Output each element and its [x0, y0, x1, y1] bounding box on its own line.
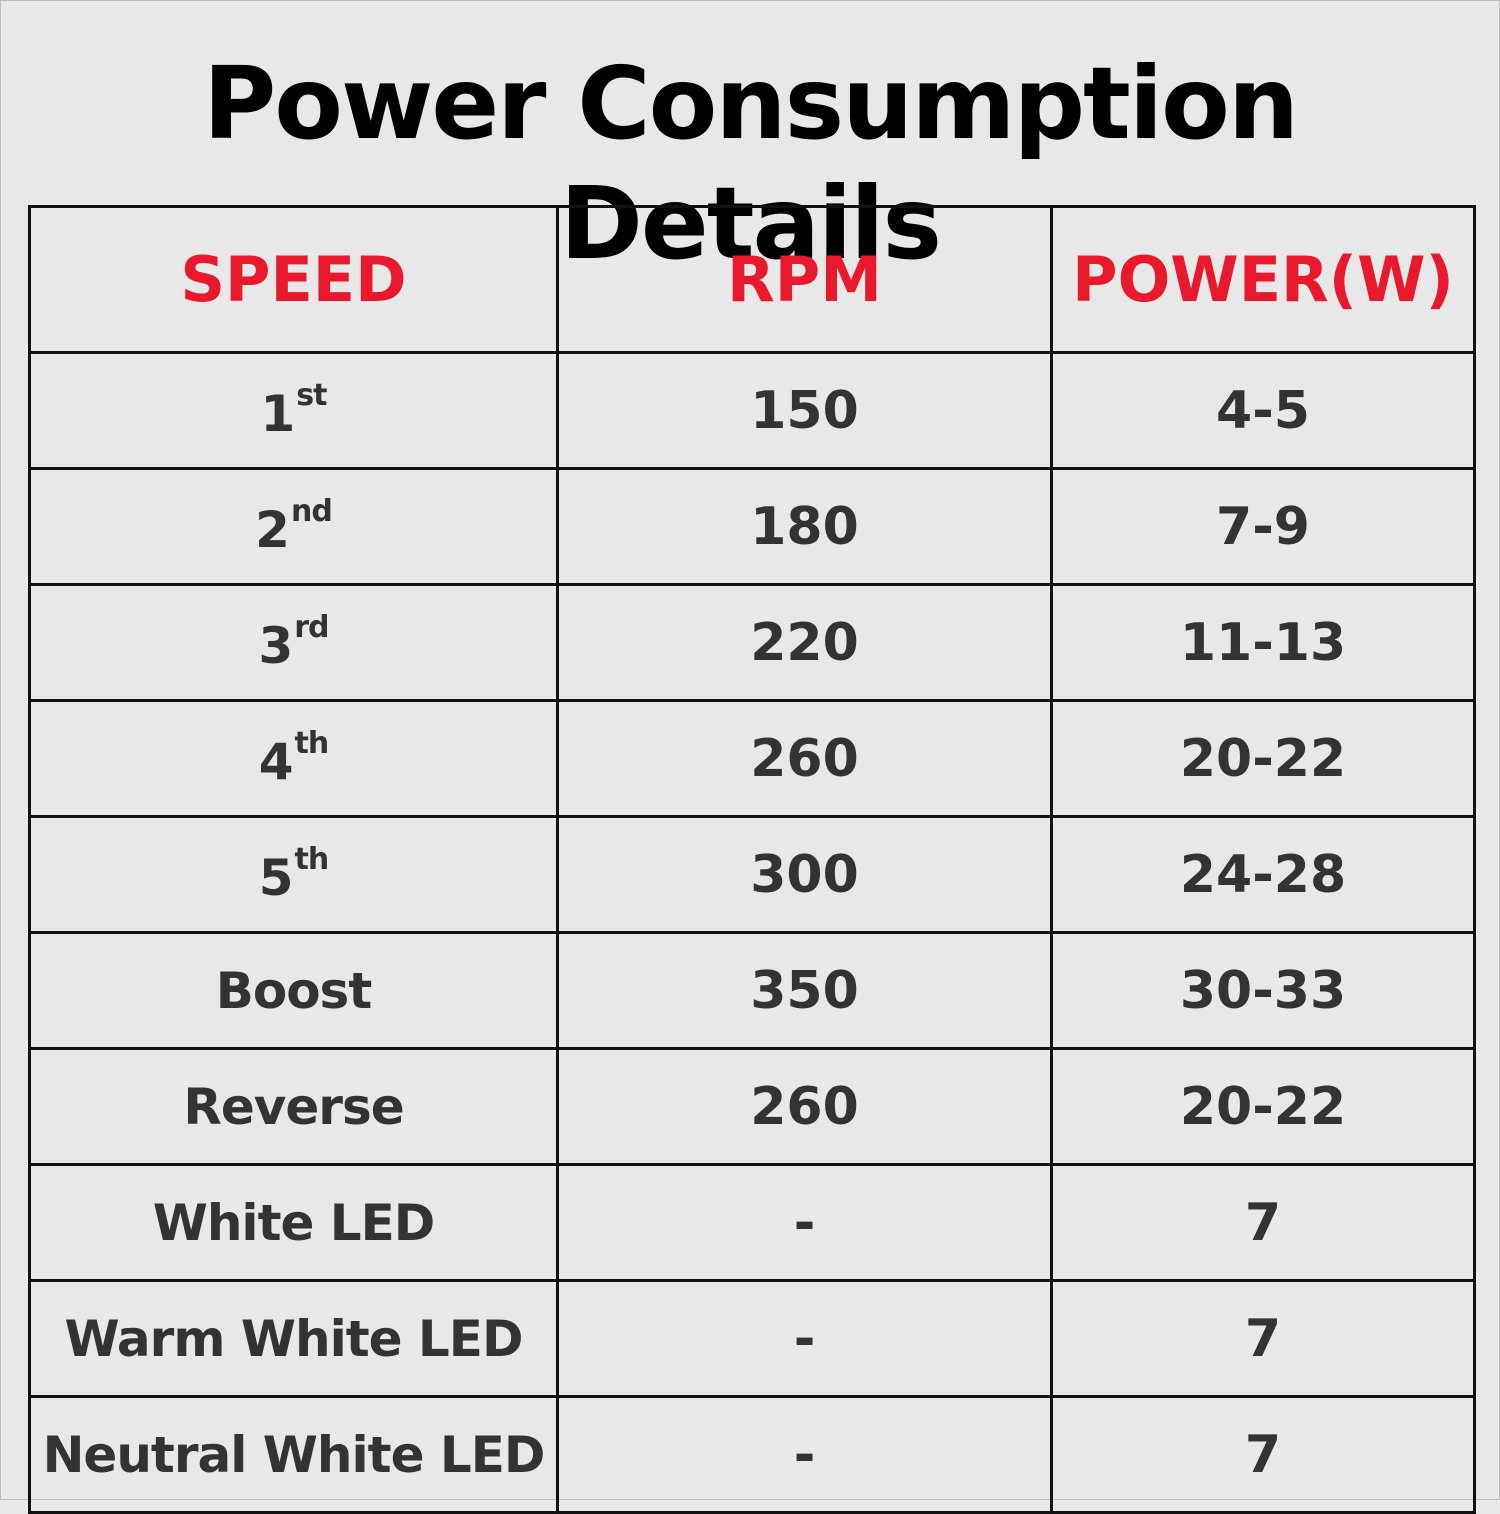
speed-cell: Warm White LED [28, 1279, 559, 1398]
speed-cell: 5th [28, 815, 559, 934]
rpm-cell: 220 [556, 583, 1053, 702]
rpm-cell: 260 [556, 1047, 1053, 1166]
power-cell: 7 [1050, 1279, 1476, 1398]
speed-cell: Reverse [28, 1047, 559, 1166]
table-row: White LED - 7 [28, 1163, 1476, 1282]
speed-cell: 3rd [28, 583, 559, 702]
speed-cell: 1st [28, 351, 559, 470]
table-row: 3rd 220 11-13 [28, 583, 1476, 702]
speed-cell: Boost [28, 931, 559, 1050]
power-cell: 24-28 [1050, 815, 1476, 934]
table-row: 5th 300 24-28 [28, 815, 1476, 934]
speed-cell: 2nd [28, 467, 559, 586]
ordinal-suffix: st [296, 378, 327, 413]
rpm-cell: 260 [556, 699, 1053, 818]
power-cell: 11-13 [1050, 583, 1476, 702]
speed-cell: Neutral White LED [28, 1395, 559, 1514]
rpm-cell: 350 [556, 931, 1053, 1050]
power-cell: 7 [1050, 1395, 1476, 1514]
power-cell: 20-22 [1050, 1047, 1476, 1166]
power-cell: 7-9 [1050, 467, 1476, 586]
rpm-cell: - [556, 1395, 1053, 1514]
ordinal-suffix: rd [294, 610, 329, 645]
power-consumption-table: SPEED RPM POWER(W) 1st 150 4-5 2nd 180 7… [28, 205, 1476, 1514]
header-power: POWER(W) [1050, 205, 1476, 354]
table-row: Boost 350 30-33 [28, 931, 1476, 1050]
speed-value: 5 [258, 849, 294, 907]
header-rpm: RPM [556, 205, 1053, 354]
speed-value: 4 [258, 733, 294, 791]
power-cell: 7 [1050, 1163, 1476, 1282]
ordinal-suffix: nd [290, 494, 333, 529]
speed-value: 3 [258, 617, 293, 675]
power-cell: 30-33 [1050, 931, 1476, 1050]
table-row: Neutral White LED - 7 [28, 1395, 1476, 1514]
power-cell: 20-22 [1050, 699, 1476, 818]
speed-value: 1 [260, 385, 296, 443]
speed-cell: 4th [28, 699, 559, 818]
rpm-cell: 180 [556, 467, 1053, 586]
table-row: 2nd 180 7-9 [28, 467, 1476, 586]
table-row: 1st 150 4-5 [28, 351, 1476, 470]
rpm-cell: - [556, 1279, 1053, 1398]
power-cell: 4-5 [1050, 351, 1476, 470]
speed-value: 2 [255, 501, 290, 559]
table-row: 4th 260 20-22 [28, 699, 1476, 818]
ordinal-suffix: th [294, 842, 330, 877]
table-row: Reverse 260 20-22 [28, 1047, 1476, 1166]
rpm-cell: - [556, 1163, 1053, 1282]
rpm-cell: 300 [556, 815, 1053, 934]
speed-cell: White LED [28, 1163, 559, 1282]
rpm-cell: 150 [556, 351, 1053, 470]
ordinal-suffix: th [294, 726, 330, 761]
table-row: Warm White LED - 7 [28, 1279, 1476, 1398]
table-header-row: SPEED RPM POWER(W) [28, 205, 1476, 354]
header-speed: SPEED [28, 205, 559, 354]
